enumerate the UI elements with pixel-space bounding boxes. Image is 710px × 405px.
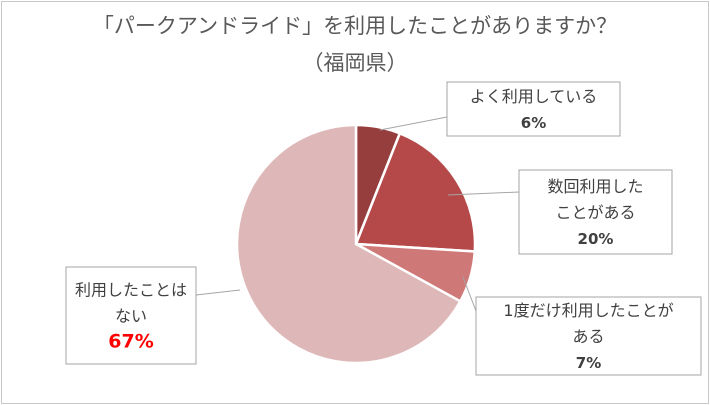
callout-box (65, 266, 197, 365)
pie-slices (235, 123, 477, 365)
leader-line (379, 116, 448, 131)
callout-box (518, 169, 673, 255)
chart-title: 「パークアンドライド」を利用したことがありますか？ (92, 14, 618, 38)
slice-value-label: 67% (108, 331, 153, 353)
leader-line (447, 191, 520, 196)
pie-slice (354, 131, 477, 253)
callout-box (446, 81, 621, 137)
leader-line (462, 276, 477, 312)
slice-label: よく利用している (470, 87, 598, 106)
slice-label: 数回利用した (547, 177, 643, 196)
leader-line (195, 289, 241, 296)
chart-subtitle: （福岡県） (302, 51, 408, 75)
slice-value-label: 6% (521, 114, 546, 132)
slice-value-label: 20% (578, 230, 614, 248)
slice-label: ない (115, 307, 147, 326)
slice-label: ある (572, 327, 604, 346)
slice-value-label: 7% (576, 354, 601, 372)
pie-slice (235, 123, 462, 365)
slice-label: 1度だけ利用したことが (503, 301, 673, 320)
callout-box (475, 296, 702, 376)
slice-label: ことがある (555, 203, 635, 222)
slice-label: 利用したことは (75, 281, 187, 300)
